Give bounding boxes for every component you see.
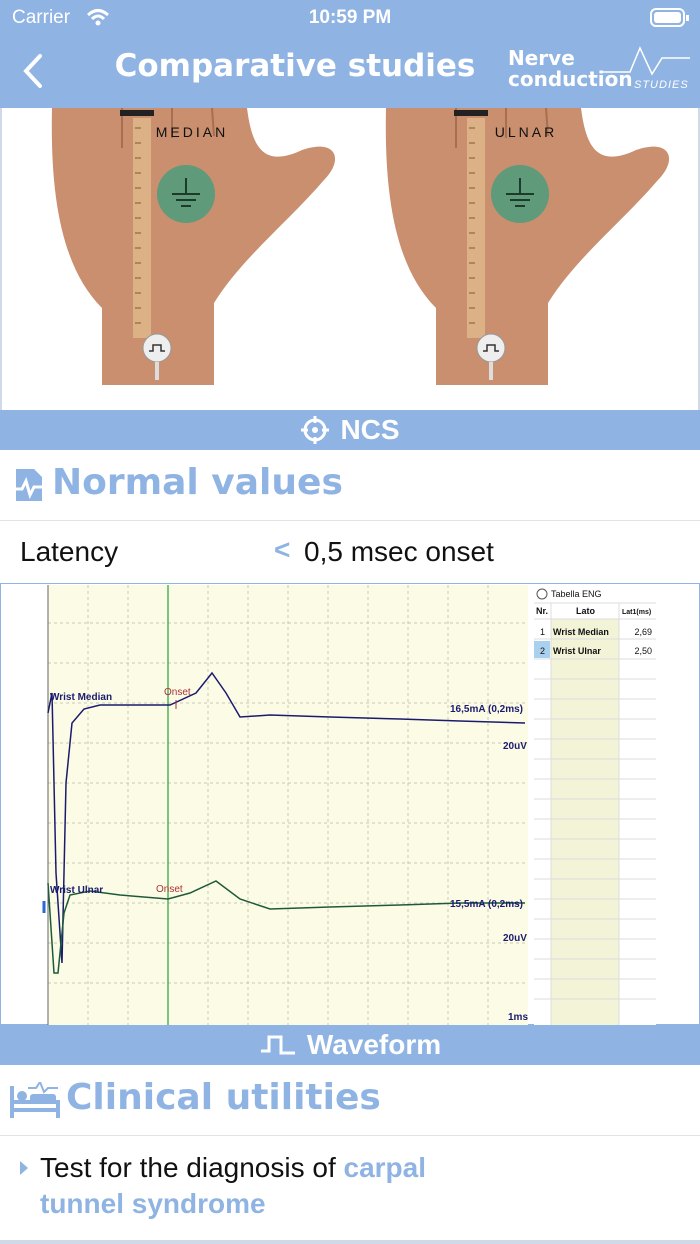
trace-name: Wrist Ulnar (50, 885, 103, 896)
hand-label: MEDIAN (156, 124, 228, 140)
logo-line: conduction (508, 67, 633, 91)
waveform-image: Wrist Median 16,5mA (0,2ms) 20uV Wrist U… (0, 583, 700, 1025)
trace-name: Wrist Median (50, 692, 112, 703)
bottom-edge (0, 1240, 700, 1244)
battery-icon (650, 8, 689, 27)
item-text: Test for the diagnosis of (40, 1152, 344, 1183)
waveform-bar[interactable]: Waveform (0, 1025, 700, 1065)
carrier: Carrier (12, 7, 71, 28)
trace-stimulus: 15,5mA (0,2ms) (450, 899, 523, 910)
list-item: Test for the diagnosis of carpal tunnel … (40, 1150, 480, 1222)
table-cell: 2,50 (634, 646, 652, 656)
ncs-bar[interactable]: NCS (0, 410, 700, 450)
hand-label: ULNAR (495, 124, 557, 140)
trace-stimulus: 16,5mA (0,2ms) (450, 704, 523, 715)
table-header: Lat1(ms) (622, 609, 651, 616)
back-button[interactable] (20, 52, 46, 90)
pulse-icon (260, 1035, 295, 1055)
trace-gain: 20uV (503, 933, 527, 944)
divider (0, 520, 700, 521)
bar-label: Waveform (306, 1029, 442, 1060)
logo: Nerve conduction (508, 48, 633, 90)
wifi-icon (86, 9, 110, 26)
logo-line: Nerve (508, 46, 575, 70)
onset-label: Onset (156, 884, 183, 895)
clock: 10:59 PM (308, 7, 392, 28)
table-cell: 2,69 (634, 627, 652, 637)
timebase: 1ms (508, 1012, 528, 1023)
divider (0, 1135, 700, 1136)
table-title: Tabella ENG (551, 589, 602, 599)
hand (51, 108, 336, 385)
section-title: Normal values (52, 462, 343, 503)
nav-title: Comparative studies (114, 48, 476, 84)
bullet (20, 1161, 28, 1175)
logo-subtitle: STUDIES (634, 79, 689, 91)
row-label: Latency (20, 536, 119, 567)
table-cell: 2 (540, 646, 545, 656)
target-icon (301, 416, 330, 444)
table-header: Nr. (536, 606, 548, 616)
bar-label: NCS (340, 414, 400, 445)
header (0, 0, 700, 108)
bed-icon (10, 1082, 60, 1118)
table-header: Lato (576, 606, 596, 616)
table-cell: Wrist Median (553, 627, 609, 637)
row-value: 0,5 msec onset (304, 536, 494, 567)
logo-wave (600, 46, 690, 76)
trace-gain: 20uV (503, 741, 527, 752)
item-link[interactable]: carpal tunnel syndrome (40, 1152, 427, 1219)
hand-figure: MEDIAN ULNAR (0, 108, 700, 410)
table-cell: 1 (540, 627, 545, 637)
onset-label: Onset (164, 687, 191, 698)
chart-icon (12, 469, 46, 501)
row-operator: < (274, 534, 291, 565)
table-cell: Wrist Ulnar (553, 646, 601, 656)
section-title: Clinical utilities (66, 1077, 381, 1118)
